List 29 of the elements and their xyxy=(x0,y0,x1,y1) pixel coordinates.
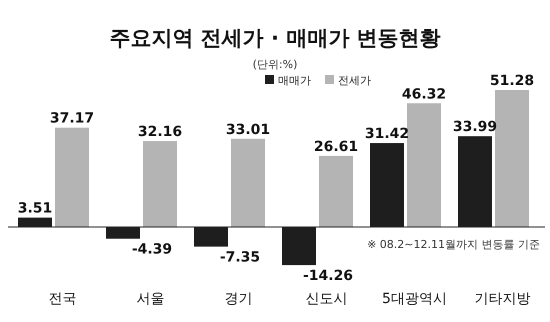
bar xyxy=(407,103,441,227)
chart-subtitle: (단위:%) xyxy=(252,58,298,71)
data-label: 33.01 xyxy=(226,122,270,138)
bar xyxy=(231,138,265,227)
x-tick-label: 기타지방 xyxy=(474,291,530,307)
x-tick-label: 5대광역시 xyxy=(382,291,447,307)
data-label: 33.99 xyxy=(452,119,498,136)
bar xyxy=(319,156,353,227)
x-tick-label: 서울 xyxy=(136,291,164,307)
bar xyxy=(143,141,177,227)
data-label: -4.39 xyxy=(132,242,172,258)
chart-title: 주요지역 전세가 · 매매가 변동현황 xyxy=(109,26,441,50)
x-tick-label: 신도시 xyxy=(306,291,348,307)
data-label: 51.28 xyxy=(490,73,534,89)
bar xyxy=(55,128,89,227)
legend-label: 전세가 xyxy=(338,74,371,87)
x-tick-label: 전국 xyxy=(48,291,76,307)
data-label: 3.51 xyxy=(18,200,52,217)
x-tick-label: 경기 xyxy=(224,291,252,307)
legend-label: 매매가 xyxy=(278,74,311,87)
data-label: 31.42 xyxy=(364,126,410,142)
data-label: 32.16 xyxy=(138,124,182,140)
annotation: ※ 08.2~12.11월까지 변동률 기준 xyxy=(367,238,540,251)
data-label: 26.61 xyxy=(314,138,358,155)
data-label: 46.32 xyxy=(402,86,446,102)
data-label: 37.17 xyxy=(50,110,94,127)
data-label: -14.26 xyxy=(302,268,354,284)
bar xyxy=(495,90,529,227)
data-label: -7.35 xyxy=(220,250,260,266)
